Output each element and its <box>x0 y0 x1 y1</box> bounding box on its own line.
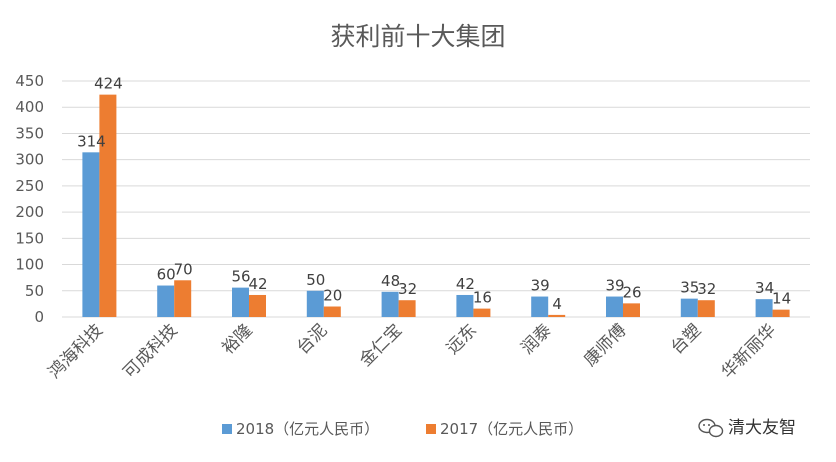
y-tick-label: 250 <box>15 177 44 195</box>
data-label: 32 <box>697 280 716 298</box>
data-label: 70 <box>174 260 193 278</box>
bar-2018 <box>306 290 324 317</box>
data-label: 56 <box>231 268 250 286</box>
x-tick-label: 康师傅 <box>580 320 630 370</box>
bar-2017 <box>623 303 640 317</box>
wechat-bubble-icon <box>698 418 724 438</box>
y-axis: 0 50 100 150 200 250 300 350 400 450 <box>15 72 44 326</box>
bar-2017 <box>398 300 416 317</box>
y-tick-label: 0 <box>34 308 44 326</box>
bar-2018 <box>82 152 100 317</box>
bar-2018 <box>232 287 249 317</box>
legend-swatch <box>222 424 232 434</box>
y-tick-label: 200 <box>15 203 44 221</box>
y-tick-label: 50 <box>25 282 44 300</box>
data-label: 39 <box>605 277 624 295</box>
bar-2018 <box>680 298 698 317</box>
bar-2017 <box>772 309 790 317</box>
chart-title: 获利前十大集团 <box>330 22 505 51</box>
data-label: 14 <box>772 290 791 308</box>
x-tick-label: 鸿海科技 <box>45 320 107 382</box>
bar-2018 <box>381 291 399 317</box>
data-label: 26 <box>622 283 641 301</box>
data-label: 314 <box>77 132 106 150</box>
data-label: 20 <box>323 287 342 305</box>
bar-2017 <box>548 314 566 317</box>
x-tick-label: 华新丽华 <box>718 320 780 382</box>
data-label: 424 <box>94 75 123 93</box>
y-tick-label: 100 <box>15 256 44 274</box>
bar-2017 <box>473 308 491 317</box>
y-tick-label: 350 <box>15 124 44 142</box>
x-tick-label: 润泰 <box>518 320 556 358</box>
x-tick-label: 台泥 <box>293 320 331 358</box>
y-tick-label: 400 <box>15 98 44 116</box>
bar-2017 <box>697 300 715 317</box>
bar-2017 <box>323 306 341 317</box>
data-label: 16 <box>473 289 492 307</box>
watermark: 清大友智 <box>698 418 796 438</box>
x-tick-label: 金仁宝 <box>356 320 406 370</box>
bar-2017 <box>174 280 192 317</box>
bar-2017 <box>99 94 117 317</box>
data-label: 50 <box>306 271 325 289</box>
x-axis: 鸿海科技 可成科技 裕隆 台泥 金仁宝 远东 润泰 康师傅 台塑 华新丽华 <box>45 320 780 382</box>
bars <box>82 94 790 317</box>
data-label: 35 <box>680 279 699 297</box>
y-tick-label: 150 <box>15 229 44 247</box>
legend-label: 2017（亿元人民币） <box>440 420 583 438</box>
legend: 2018（亿元人民币） 2017（亿元人民币） <box>222 420 583 438</box>
bar-2018 <box>606 296 623 317</box>
bar-2018 <box>456 294 474 317</box>
data-label: 39 <box>531 277 550 295</box>
bar-2017 <box>249 294 266 317</box>
x-tick-label: 远东 <box>443 320 481 358</box>
bar-2018 <box>531 296 549 317</box>
y-tick-label: 450 <box>15 72 44 90</box>
x-tick-label: 裕隆 <box>218 320 256 358</box>
bar-2018 <box>157 285 175 317</box>
data-label: 48 <box>381 272 400 290</box>
x-tick-label: 可成科技 <box>120 320 182 382</box>
data-label: 42 <box>456 275 475 293</box>
data-label: 4 <box>552 295 562 313</box>
legend-label: 2018（亿元人民币） <box>236 420 379 438</box>
data-label: 32 <box>398 280 417 298</box>
watermark-text: 清大友智 <box>728 418 796 438</box>
legend-swatch <box>426 424 436 434</box>
y-tick-label: 300 <box>15 151 44 169</box>
data-label: 34 <box>755 279 774 297</box>
data-label: 42 <box>248 275 267 293</box>
bar-2018 <box>755 299 773 317</box>
x-tick-label: 台塑 <box>667 320 705 358</box>
data-label: 60 <box>157 266 176 284</box>
